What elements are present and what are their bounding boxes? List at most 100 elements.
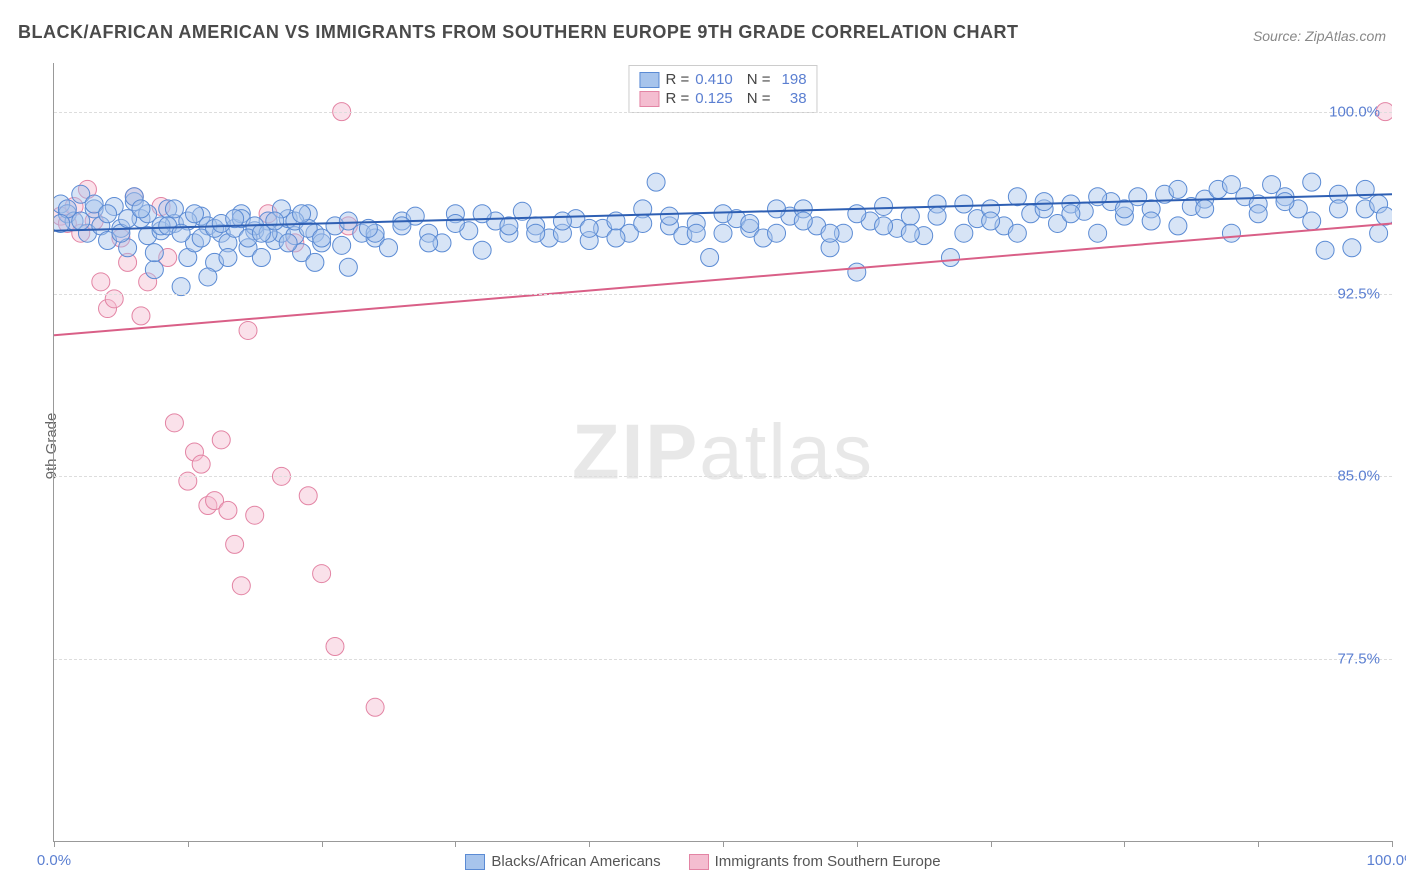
data-point — [955, 224, 973, 242]
data-point — [185, 205, 203, 223]
data-point — [219, 501, 237, 519]
legend-swatch — [639, 72, 659, 88]
x-tick — [1392, 841, 1393, 847]
y-tick-label: 100.0% — [1329, 103, 1380, 120]
data-point — [714, 205, 732, 223]
legend-item: Immigrants from Southern Europe — [689, 853, 941, 870]
data-point — [239, 321, 257, 339]
x-tick — [857, 841, 858, 847]
correlation-legend: R =0.410N =198R =0.125N =38 — [628, 65, 817, 113]
data-point — [901, 207, 919, 225]
data-point — [1370, 224, 1388, 242]
data-point — [1376, 207, 1392, 225]
gridline — [54, 659, 1392, 660]
data-point — [446, 214, 464, 232]
x-tick — [1258, 841, 1259, 847]
legend-swatch — [465, 854, 485, 870]
data-point — [647, 173, 665, 191]
data-point — [339, 258, 357, 276]
data-point — [192, 455, 210, 473]
data-point — [1169, 217, 1187, 235]
gridline — [54, 476, 1392, 477]
data-point — [199, 268, 217, 286]
data-point — [607, 229, 625, 247]
series-legend: Blacks/African Americans Immigrants from … — [0, 853, 1406, 870]
data-point — [1276, 193, 1294, 211]
data-point — [420, 234, 438, 252]
data-point — [1008, 224, 1026, 242]
data-point — [132, 200, 150, 218]
x-tick — [991, 841, 992, 847]
data-point — [1008, 188, 1026, 206]
data-point — [1343, 239, 1361, 257]
data-point — [179, 472, 197, 490]
legend-item: Blacks/African Americans — [465, 853, 660, 870]
gridline — [54, 294, 1392, 295]
chart-container: BLACK/AFRICAN AMERICAN VS IMMIGRANTS FRO… — [0, 0, 1406, 892]
data-point — [326, 638, 344, 656]
chart-title: BLACK/AFRICAN AMERICAN VS IMMIGRANTS FRO… — [18, 22, 1019, 43]
source-label: Source: ZipAtlas.com — [1253, 28, 1386, 44]
data-point — [299, 487, 317, 505]
data-point — [1329, 200, 1347, 218]
gridline — [54, 112, 1392, 113]
data-point — [1222, 224, 1240, 242]
data-point — [634, 214, 652, 232]
data-point — [232, 577, 250, 595]
data-point — [901, 224, 919, 242]
data-point — [1089, 224, 1107, 242]
legend-n-label: N = — [747, 90, 771, 107]
data-point — [1169, 180, 1187, 198]
data-point — [333, 236, 351, 254]
legend-r-label: R = — [665, 90, 689, 107]
legend-r-value: 0.410 — [695, 71, 733, 88]
data-point — [687, 224, 705, 242]
plot-area: ZIPatlas R =0.410N =198R =0.125N =38 100… — [53, 63, 1392, 842]
data-point — [219, 249, 237, 267]
data-point — [794, 212, 812, 230]
data-point — [1062, 205, 1080, 223]
data-point — [1303, 212, 1321, 230]
data-point — [266, 212, 284, 230]
data-point — [132, 307, 150, 325]
data-point — [212, 431, 230, 449]
scatter-svg — [54, 63, 1392, 841]
legend-label: Blacks/African Americans — [491, 853, 660, 870]
data-point — [99, 205, 117, 223]
x-tick — [455, 841, 456, 847]
data-point — [500, 217, 518, 235]
data-point — [246, 506, 264, 524]
legend-n-value: 38 — [777, 90, 807, 107]
x-tick — [188, 841, 189, 847]
y-tick-label: 85.0% — [1337, 468, 1380, 485]
data-point — [1249, 205, 1267, 223]
data-point — [875, 217, 893, 235]
data-point — [1303, 173, 1321, 191]
data-point — [714, 224, 732, 242]
data-point — [393, 217, 411, 235]
data-point — [252, 249, 270, 267]
legend-r-label: R = — [665, 71, 689, 88]
data-point — [366, 698, 384, 716]
data-point — [660, 207, 678, 225]
data-point — [768, 224, 786, 242]
legend-r-value: 0.125 — [695, 90, 733, 107]
data-point — [1222, 176, 1240, 194]
data-point — [145, 244, 163, 262]
data-point — [226, 535, 244, 553]
data-point — [313, 565, 331, 583]
data-point — [875, 197, 893, 215]
data-point — [92, 273, 110, 291]
data-point — [380, 239, 398, 257]
data-point — [741, 214, 759, 232]
data-point — [701, 249, 719, 267]
legend-row: R = 0.125 N = 38 — [639, 89, 806, 108]
data-point — [279, 234, 297, 252]
legend-n-label: N = — [747, 71, 771, 88]
legend-swatch — [689, 854, 709, 870]
legend-swatch — [639, 91, 659, 107]
data-point — [1196, 200, 1214, 218]
data-point — [473, 241, 491, 259]
data-point — [848, 263, 866, 281]
data-point — [955, 195, 973, 213]
